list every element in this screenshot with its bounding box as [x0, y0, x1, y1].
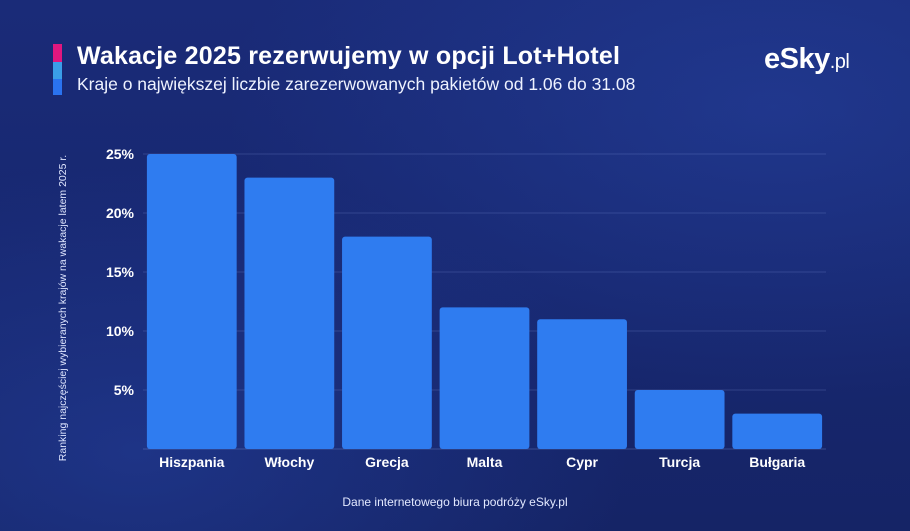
bar-grecja: [342, 236, 432, 449]
bar-turcja: [634, 390, 725, 449]
y-tick-label: 5%: [114, 382, 135, 398]
y-tick-label: 25%: [106, 146, 135, 162]
accent-bar-blue: [53, 79, 62, 95]
y-tick-label: 15%: [106, 264, 135, 280]
esky-logo: eSky.pl: [764, 43, 850, 76]
x-category-label: Cypr: [566, 454, 598, 470]
bar-włochy: [244, 177, 335, 449]
data-source-footnote: Dane internetowego biura podróży eSky.pl: [342, 495, 568, 509]
bar-cypr: [537, 319, 627, 449]
x-category-label: Hiszpania: [159, 454, 225, 470]
y-tick-label: 10%: [106, 323, 135, 339]
bar-bułgaria: [732, 413, 823, 449]
chart-subtitle: Kraje o największej liczbie zarezerwowan…: [77, 74, 636, 94]
x-category-label: Grecja: [365, 454, 409, 470]
x-category-label: Włochy: [264, 454, 314, 470]
bar-hiszpania: [146, 154, 237, 449]
accent-bar-pink: [53, 44, 62, 62]
y-tick-label: 20%: [106, 205, 135, 221]
accent-bar-light-blue: [53, 62, 62, 80]
logo-main-text: eSky: [764, 43, 830, 75]
x-category-label: Malta: [467, 454, 503, 470]
x-category-label: Turcja: [659, 454, 700, 470]
chart-title: Wakacje 2025 rezerwujemy w opcji Lot+Hot…: [77, 42, 621, 70]
logo-suffix-text: .pl: [829, 51, 850, 73]
bar-malta: [439, 307, 530, 449]
x-category-label: Bułgaria: [749, 454, 805, 470]
